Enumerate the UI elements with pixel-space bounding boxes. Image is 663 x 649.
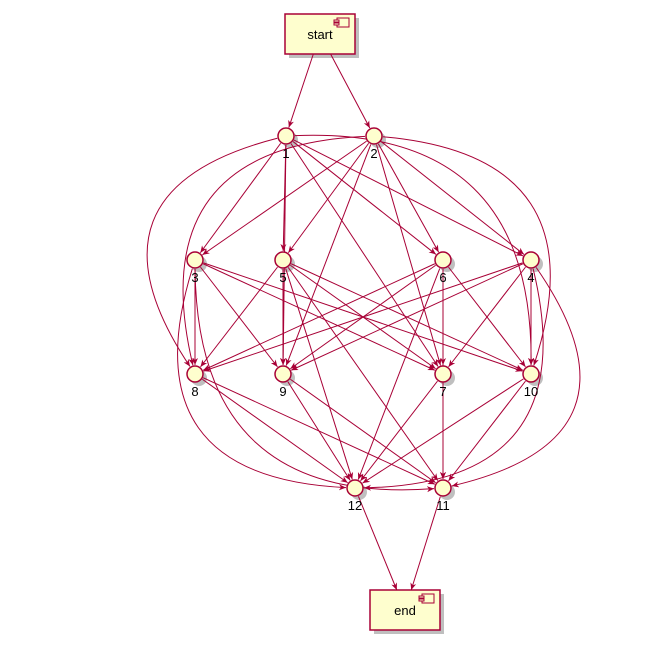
- edge: [360, 381, 437, 481]
- node: [435, 366, 451, 382]
- edge: [452, 267, 580, 486]
- node: [278, 128, 294, 144]
- edge: [286, 144, 371, 365]
- edge: [448, 381, 525, 481]
- edge: [288, 382, 350, 481]
- node-label: 6: [439, 270, 446, 285]
- end-label: end: [394, 603, 416, 618]
- edge: [286, 269, 353, 480]
- node: [347, 480, 363, 496]
- node-label: 5: [279, 270, 286, 285]
- node: [523, 366, 539, 382]
- edge: [331, 54, 370, 128]
- node-label: 2: [370, 146, 377, 161]
- edge: [383, 137, 550, 366]
- shadow-layer: [191, 18, 543, 634]
- node-label: 10: [524, 384, 538, 399]
- start-label: start: [307, 27, 333, 42]
- node-label: 1: [282, 146, 289, 161]
- node: [435, 252, 451, 268]
- edge: [358, 496, 396, 590]
- node-label: 4: [527, 270, 534, 285]
- node-label: 11: [436, 498, 450, 513]
- node-label: 7: [439, 384, 446, 399]
- edge: [381, 142, 524, 255]
- edge: [293, 142, 436, 255]
- edge: [195, 269, 434, 490]
- edge: [289, 54, 313, 127]
- node: [187, 252, 203, 268]
- edge-layer: [147, 54, 580, 590]
- node: [523, 252, 539, 268]
- node-label: 9: [279, 384, 286, 399]
- edge: [288, 143, 368, 252]
- flow-diagram: startend123564897101211: [0, 0, 663, 649]
- node: [275, 366, 291, 382]
- node: [187, 366, 203, 382]
- edge: [291, 144, 438, 367]
- node: [435, 480, 451, 496]
- node-layer: [187, 128, 539, 496]
- node-label: 3: [191, 270, 198, 285]
- node-label: 12: [348, 498, 362, 513]
- node: [366, 128, 382, 144]
- node: [275, 252, 291, 268]
- edge: [378, 144, 438, 252]
- edge: [200, 143, 280, 252]
- node-label: 8: [191, 384, 198, 399]
- edge: [147, 138, 277, 366]
- edge: [183, 136, 365, 365]
